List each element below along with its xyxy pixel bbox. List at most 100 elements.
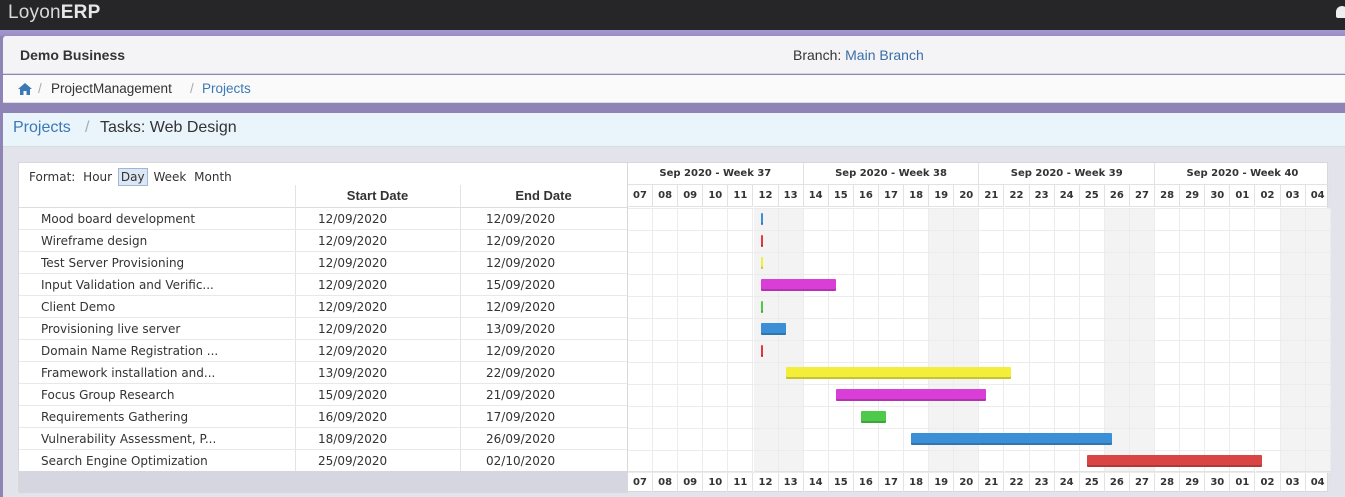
day-label: 14	[803, 185, 829, 207]
task-bar[interactable]	[760, 213, 763, 225]
day-label: 11	[728, 185, 754, 207]
task-row[interactable]: Test Server Provisioning 12/09/2020 12/09/…	[19, 252, 627, 274]
breadcrumb: / ProjectManagement / Projects	[3, 75, 1345, 103]
grid-footer	[19, 471, 627, 493]
task-bar[interactable]	[860, 411, 886, 423]
task-name: Client Demo	[41, 300, 116, 314]
task-start-date: 13/09/2020	[318, 366, 388, 380]
task-end-date: 12/09/2020	[486, 234, 556, 248]
week-header: Sep 2020 - Week 38	[803, 163, 980, 185]
row-gridline	[628, 274, 1330, 275]
projects-link[interactable]: Projects	[13, 119, 71, 136]
home-icon[interactable]	[17, 82, 33, 96]
task-bar[interactable]	[760, 235, 763, 247]
day-label: 20	[954, 185, 980, 207]
page-title-bar: Projects / Tasks: Web Design	[3, 113, 1345, 147]
task-start-date: 12/09/2020	[318, 344, 388, 358]
task-row[interactable]: Input Validation and Verific... 12/09/202…	[19, 274, 627, 296]
task-end-date: 12/09/2020	[486, 256, 556, 270]
task-bar[interactable]	[785, 367, 1012, 379]
day-label: 15	[828, 185, 854, 207]
day-label: 21	[979, 185, 1005, 207]
day-label: 08	[653, 185, 679, 207]
task-row[interactable]: Provisioning live server 12/09/2020 13/09/…	[19, 318, 627, 340]
format-week[interactable]: Week	[153, 170, 187, 184]
day-label: 26	[1104, 471, 1130, 493]
task-name: Vulnerability Assessment, P...	[41, 432, 217, 446]
end-date-header[interactable]: End Date	[460, 185, 627, 208]
day-label: 19	[929, 471, 955, 493]
task-start-date: 12/09/2020	[318, 212, 388, 226]
task-name: Focus Group Research	[41, 388, 175, 402]
breadcrumb-item-projectmanagement[interactable]: ProjectManagement	[51, 81, 172, 96]
task-name: Test Server Provisioning	[41, 256, 185, 270]
task-bar[interactable]	[760, 279, 836, 291]
task-row[interactable]: Focus Group Research 15/09/2020 21/09/2020	[19, 384, 627, 406]
day-label: 10	[703, 185, 729, 207]
format-label: Format:	[29, 170, 76, 184]
task-bar[interactable]	[760, 345, 763, 357]
task-row[interactable]: Framework installation and... 13/09/2020 2…	[19, 362, 627, 384]
day-label: 23	[1029, 471, 1055, 493]
breadcrumb-item-projects[interactable]: Projects	[202, 81, 251, 96]
day-label: 29	[1180, 471, 1206, 493]
task-row[interactable]: Requirements Gathering 16/09/2020 17/09/20…	[19, 406, 627, 428]
day-label: 08	[653, 471, 679, 493]
day-label: 07	[628, 185, 653, 207]
task-row[interactable]: Wireframe design 12/09/2020 12/09/2020	[19, 230, 627, 252]
format-hour[interactable]: Hour	[83, 170, 113, 184]
app-logo[interactable]: LoyonERP	[8, 2, 101, 23]
task-bar[interactable]	[911, 433, 1112, 445]
title-separator: /	[85, 119, 90, 136]
day-label: 26	[1104, 185, 1130, 207]
start-date-header[interactable]: Start Date	[295, 185, 460, 208]
task-row[interactable]: Search Engine Optimization 25/09/2020 02/1…	[19, 450, 627, 472]
day-label: 04	[1305, 185, 1331, 207]
day-label: 24	[1054, 185, 1080, 207]
task-name: Wireframe design	[41, 234, 148, 248]
task-end-date: 12/09/2020	[486, 344, 556, 358]
section-band	[0, 103, 1345, 113]
day-label: 02	[1255, 471, 1281, 493]
format-day[interactable]: Day	[117, 168, 148, 186]
day-label: 17	[879, 185, 904, 207]
bell-icon[interactable]	[1336, 6, 1345, 18]
task-row[interactable]: Vulnerability Assessment, P... 18/09/2020…	[19, 428, 627, 450]
row-gridline	[628, 472, 1330, 473]
task-bar[interactable]	[760, 257, 763, 269]
day-label: 12	[753, 185, 779, 207]
branch-value[interactable]: Main Branch	[845, 47, 924, 63]
row-gridline	[628, 450, 1330, 451]
day-label: 18	[904, 185, 930, 207]
day-label: 13	[778, 185, 804, 207]
task-end-date: 12/09/2020	[486, 212, 556, 226]
day-label: 03	[1280, 185, 1306, 207]
task-row[interactable]: Mood board development 12/09/2020 12/09/20…	[19, 208, 627, 230]
page-title: Tasks: Web Design	[100, 119, 237, 136]
task-bar[interactable]	[760, 301, 763, 313]
task-start-date: 12/09/2020	[318, 322, 388, 336]
task-end-date: 21/09/2020	[486, 388, 556, 402]
task-bar[interactable]	[760, 323, 786, 335]
day-label: 14	[803, 471, 829, 493]
task-bar[interactable]	[835, 389, 987, 401]
task-row[interactable]: Client Demo 12/09/2020 12/09/2020	[19, 296, 627, 318]
task-row[interactable]: Domain Name Registration ... 12/09/2020 12…	[19, 340, 627, 362]
format-month[interactable]: Month	[194, 170, 232, 184]
task-end-date: 12/09/2020	[486, 300, 556, 314]
day-label: 04	[1305, 471, 1331, 493]
task-name: Mood board development	[41, 212, 196, 226]
day-label: 12	[753, 471, 779, 493]
task-end-date: 13/09/2020	[486, 322, 556, 336]
day-label: 23	[1029, 185, 1055, 207]
task-bar[interactable]	[1086, 455, 1263, 467]
day-label: 19	[929, 185, 955, 207]
row-gridline	[628, 296, 1330, 297]
row-gridline	[628, 318, 1330, 319]
day-label: 24	[1054, 471, 1080, 493]
day-label: 01	[1230, 471, 1256, 493]
row-gridline	[628, 252, 1330, 253]
task-name: Provisioning live server	[41, 322, 181, 336]
day-label: 20	[954, 471, 980, 493]
task-end-date: 15/09/2020	[486, 278, 556, 292]
